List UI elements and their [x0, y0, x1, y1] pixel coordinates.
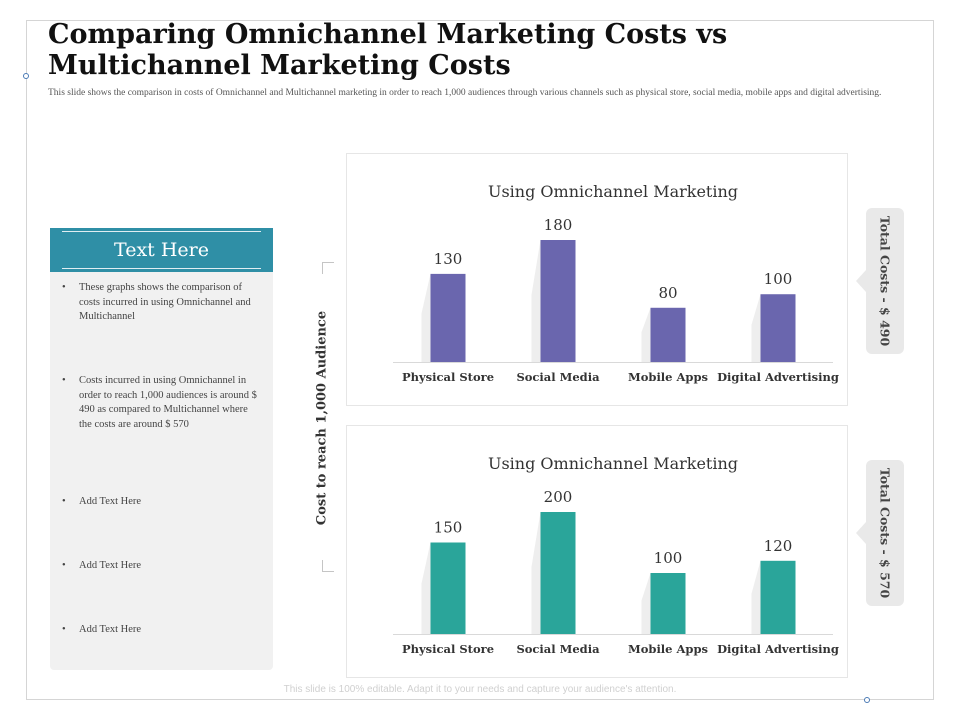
bar-shadow — [421, 273, 431, 362]
x-tick-label: Physical Store — [402, 642, 494, 656]
text-panel-heading: Text Here — [114, 239, 209, 261]
bar-physical-store — [430, 273, 466, 362]
bullet-item: • Costs incurred in using Omnichannel in… — [62, 374, 262, 432]
bar-digital-advertising — [760, 294, 796, 362]
page-title: Comparing Omnichannel Marketing Costs vs… — [48, 19, 728, 81]
y-axis-label: Cost to reach 1,000 Audience — [314, 310, 330, 526]
bar-social-media — [540, 240, 576, 362]
text-panel-header: Text Here — [50, 228, 273, 272]
data-label: 80 — [658, 284, 677, 302]
bar-shadow — [641, 573, 651, 634]
data-label: 120 — [764, 537, 793, 555]
multichannel-total-label: Total Costs - $ 570 — [877, 467, 893, 599]
bullet-text: Costs incurred in using Omnichannel in o… — [79, 375, 257, 430]
bar-social-media — [540, 512, 576, 634]
text-panel — [50, 228, 273, 670]
page-subtitle: This slide shows the comparison in costs… — [48, 88, 882, 98]
axis-bracket-bottom — [322, 560, 334, 572]
bar-mobile-apps — [650, 573, 686, 634]
omnichannel-bar-chart: Using Omnichannel Marketing 130 Physical S… — [393, 182, 839, 384]
x-tick-label: Physical Store — [402, 370, 494, 384]
selection-handle[interactable] — [23, 73, 29, 79]
omnichannel-chart-box: Using Omnichannel Marketing 130 Physical S… — [346, 153, 848, 406]
data-label: 100 — [764, 270, 793, 288]
x-tick-label: Social Media — [516, 642, 600, 656]
slide-frame — [26, 20, 934, 700]
selection-handle[interactable] — [864, 697, 870, 703]
x-tick-label: Digital Advertising — [717, 642, 839, 656]
data-label: 150 — [434, 519, 463, 537]
data-label: 130 — [434, 250, 463, 268]
x-tick-label: Mobile Apps — [628, 642, 708, 656]
bullet-text: These graphs shows the comparison of cos… — [79, 282, 251, 322]
data-label: 180 — [544, 216, 573, 234]
bar-physical-store — [430, 542, 466, 634]
bullet-text: Add Text Here — [79, 560, 142, 571]
bullet-item: • Add Text Here — [62, 559, 262, 574]
x-tick-label: Mobile Apps — [628, 370, 708, 384]
bar-shadow — [531, 240, 541, 362]
data-label: 200 — [544, 488, 573, 506]
footer-note: This slide is 100% editable. Adapt it to… — [283, 684, 677, 695]
bullet-text: Add Text Here — [79, 624, 142, 635]
multichannel-total-callout: Total Costs - $ 570 — [856, 460, 904, 606]
chart-title: Using Omnichannel Marketing — [488, 182, 738, 201]
chart-title: Using Omnichannel Marketing — [488, 454, 738, 473]
bar-digital-advertising — [760, 560, 796, 634]
axis-bracket-top — [322, 262, 334, 274]
bar-shadow — [751, 560, 761, 634]
bar-shadow — [531, 512, 541, 634]
bullet-dot: • — [62, 375, 66, 386]
multichannel-bar-chart: Using Omnichannel Marketing 150 Physical S… — [393, 454, 839, 656]
bar-shadow — [751, 294, 761, 362]
bullet-dot: • — [62, 282, 66, 293]
bar-mobile-apps — [650, 307, 686, 362]
bar-shadow — [421, 542, 431, 634]
x-tick-label: Social Media — [516, 370, 600, 384]
bullet-text: Add Text Here — [79, 496, 142, 507]
bullet-dot: • — [62, 624, 66, 635]
omnichannel-total-callout: Total Costs - $ 490 — [856, 208, 904, 354]
bullet-dot: • — [62, 560, 66, 571]
bar-shadow — [641, 307, 651, 362]
bullet-item: • Add Text Here — [62, 495, 262, 510]
bullet-dot: • — [62, 496, 66, 507]
data-label: 100 — [654, 549, 683, 567]
x-tick-label: Digital Advertising — [717, 370, 839, 384]
bullet-item: • These graphs shows the comparison of c… — [62, 281, 262, 325]
omnichannel-total-label: Total Costs - $ 490 — [877, 215, 893, 347]
multichannel-chart-box: Using Omnichannel Marketing 150 Physical S… — [346, 425, 848, 678]
bullet-item: • Add Text Here — [62, 623, 262, 638]
